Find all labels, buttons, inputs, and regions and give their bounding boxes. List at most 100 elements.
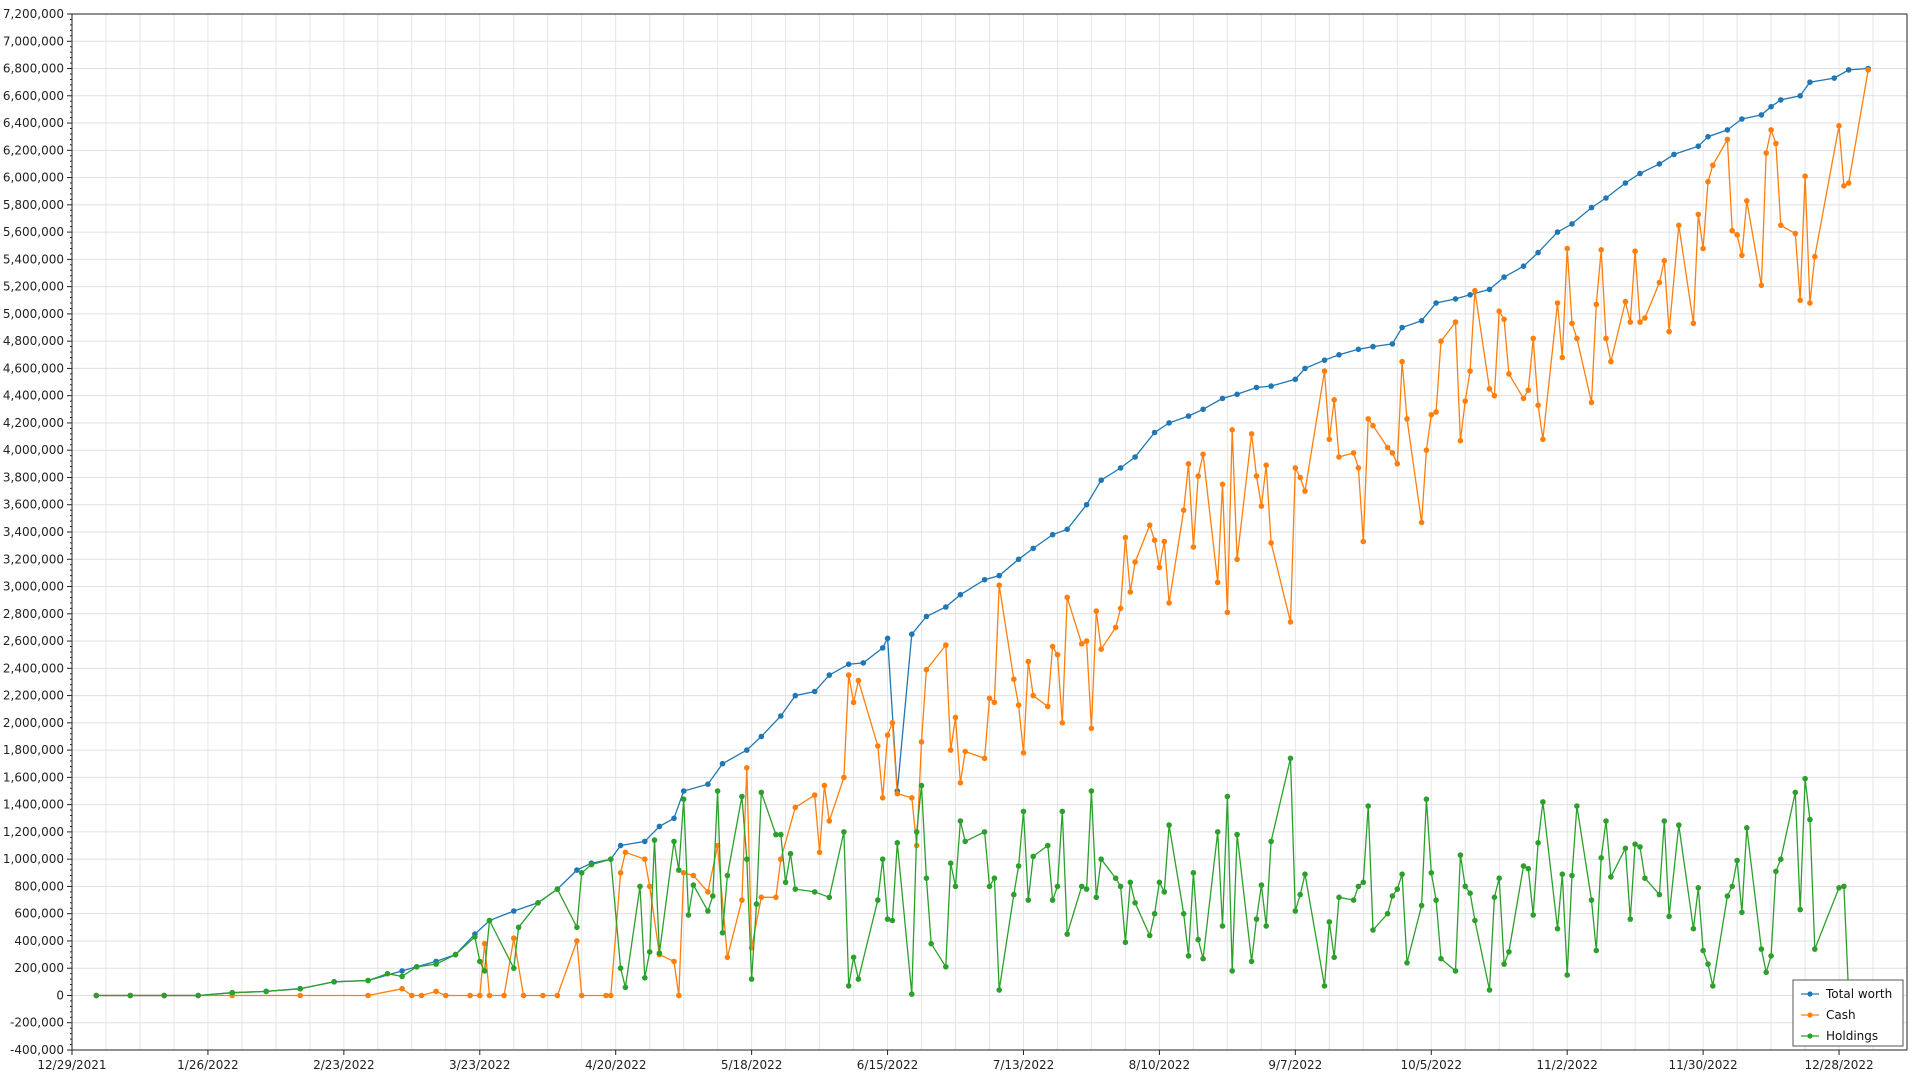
data-point-cash [1161, 538, 1168, 545]
data-point-holdings [535, 900, 541, 906]
data-point-holdings [792, 886, 799, 892]
data-point-cash [1394, 461, 1401, 467]
data-point-holdings [714, 788, 721, 794]
y-tick-label: 1,400,000 [3, 798, 64, 812]
data-point-holdings [1331, 954, 1337, 961]
data-point-total-worth [845, 661, 852, 667]
data-point-cash [1030, 692, 1036, 699]
data-point-holdings [928, 940, 934, 947]
y-tick-label: 2,600,000 [3, 634, 64, 648]
data-point-holdings [1321, 983, 1328, 989]
data-point-holdings [1394, 886, 1401, 892]
data-point-holdings [1350, 897, 1357, 903]
data-point-holdings [617, 965, 624, 971]
data-point-cash [1603, 335, 1609, 342]
data-point-holdings [841, 829, 847, 835]
data-point-cash [1350, 450, 1357, 456]
data-point-holdings [229, 989, 235, 996]
data-point-cash [1258, 503, 1265, 509]
data-point-holdings [787, 850, 794, 857]
data-point-holdings [263, 988, 270, 995]
data-point-cash [1098, 646, 1104, 652]
data-point-holdings [384, 970, 391, 977]
data-point-holdings [1064, 931, 1070, 937]
data-point-holdings [1326, 919, 1333, 925]
data-point-holdings [1530, 912, 1536, 918]
data-point-holdings [1088, 788, 1095, 794]
data-point-holdings [1078, 883, 1085, 890]
data-point-cash [1865, 67, 1871, 73]
data-point-holdings [1438, 955, 1444, 962]
data-point-holdings [1287, 755, 1294, 762]
data-point-cash [1122, 534, 1129, 541]
data-point-holdings [1637, 844, 1643, 850]
data-point-cash [1559, 354, 1566, 361]
data-point-cash [680, 870, 687, 876]
data-point-holdings [1632, 841, 1638, 847]
data-point-cash [1384, 444, 1391, 451]
data-point-cash [1088, 725, 1095, 732]
data-point-holdings [719, 930, 726, 936]
data-point-holdings [690, 882, 697, 888]
data-point-holdings [943, 964, 949, 970]
data-point-cash [1574, 335, 1580, 342]
y-tick-label: 5,000,000 [3, 307, 64, 321]
y-tick-label: 3,800,000 [3, 470, 64, 484]
data-point-cash [1642, 315, 1648, 321]
data-point-holdings [588, 861, 595, 868]
data-point-cash [1608, 358, 1614, 365]
y-tick-label: 1,000,000 [3, 852, 64, 866]
data-point-holdings [127, 992, 134, 999]
data-point-holdings [1399, 871, 1405, 877]
data-point-holdings [1491, 894, 1498, 901]
y-tick-label: 800,000 [14, 879, 64, 893]
data-point-cash [1724, 136, 1731, 143]
data-point-cash [1768, 127, 1774, 133]
data-point-cash [409, 992, 415, 999]
data-point-cash [1501, 316, 1507, 323]
data-point-holdings [782, 879, 789, 886]
data-point-total-worth [1845, 67, 1852, 73]
y-tick-label: 0 [56, 988, 64, 1002]
data-point-cash [1326, 436, 1333, 443]
data-point-holdings [1710, 983, 1716, 989]
data-point-cash [1011, 676, 1017, 682]
data-point-cash [758, 894, 765, 901]
data-point-total-worth [574, 867, 580, 873]
data-point-cash [1287, 619, 1294, 625]
data-point-holdings [1146, 932, 1153, 939]
data-point-holdings [93, 992, 100, 999]
data-point-cash [520, 992, 527, 999]
y-axis: -400,000 -200,000 0 200,000 400,000 600,000 80… [3, 7, 72, 1057]
data-point-cash [1229, 427, 1235, 433]
data-point-cash [1472, 287, 1478, 294]
x-tick-label: 9/7/2022 [1268, 1058, 1322, 1072]
y-tick-label: 400,000 [14, 934, 64, 948]
data-point-cash [947, 747, 954, 753]
data-point-cash [981, 755, 988, 762]
data-point-cash [1530, 335, 1536, 342]
legend-marker-holdings [1807, 1033, 1813, 1039]
data-point-total-worth [1234, 391, 1240, 398]
data-point-cash [1467, 368, 1473, 374]
data-point-total-worth [1219, 395, 1226, 402]
data-point-holdings [1457, 852, 1464, 858]
data-point-cash [1525, 387, 1532, 394]
x-tick-label: 12/29/2021 [37, 1058, 106, 1072]
data-point-holdings [1778, 856, 1784, 862]
data-point-holdings [1428, 870, 1435, 876]
y-tick-label: 2,800,000 [3, 607, 64, 621]
data-point-cash [855, 677, 862, 684]
data-point-total-worth [1520, 263, 1527, 270]
data-point-holdings [1423, 796, 1430, 802]
data-point-cash [1758, 282, 1765, 289]
data-point-holdings [1132, 900, 1138, 906]
data-point-holdings [1729, 883, 1735, 890]
data-point-total-worth [792, 692, 799, 699]
data-point-total-worth [1467, 292, 1473, 298]
data-point-holdings [875, 897, 881, 903]
data-point-holdings [1520, 863, 1527, 869]
y-tick-label: 1,600,000 [3, 770, 64, 784]
data-point-holdings [1452, 968, 1459, 974]
data-point-total-worth [996, 572, 1002, 579]
